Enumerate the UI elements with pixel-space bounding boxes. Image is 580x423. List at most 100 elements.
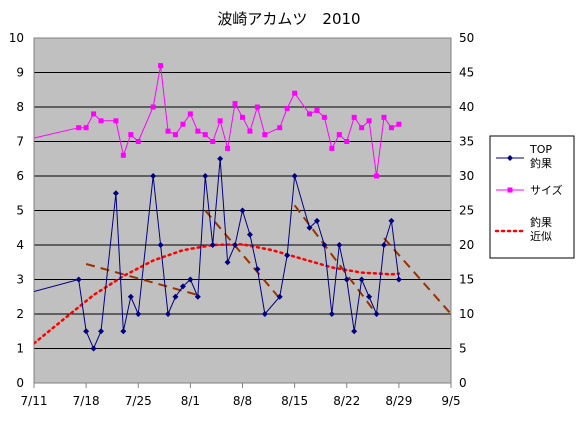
- size-point: [292, 90, 298, 96]
- x-tick-label: 7/18: [73, 394, 100, 408]
- top-point: [120, 328, 127, 335]
- size-point: [366, 118, 372, 124]
- x-tick-label: 8/15: [281, 394, 308, 408]
- top-point: [150, 173, 157, 179]
- legend-approx-label: 釣果: [530, 215, 552, 229]
- top-point: [217, 155, 224, 162]
- size-point: [98, 118, 104, 124]
- size-point: [217, 118, 223, 124]
- y-left-tick-label: 6: [16, 169, 24, 183]
- top-point: [380, 242, 387, 248]
- size-point: [351, 114, 357, 120]
- series-approx-line: [34, 243, 401, 345]
- size-point: [329, 145, 335, 151]
- legend-size-label: サイズ: [530, 183, 563, 197]
- top-point: [343, 276, 350, 283]
- y-right-tick-label: 40: [459, 100, 474, 114]
- size-point: [165, 128, 171, 134]
- legend-approx-label: 近似: [530, 230, 552, 243]
- size-point: [388, 125, 394, 131]
- top-point: [321, 242, 328, 248]
- top-point: [172, 293, 179, 300]
- size-point: [396, 121, 402, 127]
- size-point: [307, 111, 313, 117]
- y-left-tick-label: 0: [16, 376, 24, 390]
- legend-top-label: 釣果: [530, 156, 552, 170]
- top-point: [254, 266, 261, 273]
- size-point: [128, 132, 134, 138]
- top-point: [209, 242, 216, 248]
- top-point: [246, 231, 253, 238]
- top-point: [328, 311, 335, 317]
- size-point: [113, 118, 119, 124]
- size-point: [344, 139, 350, 144]
- top-point: [179, 283, 186, 290]
- y-right-tick-label: 35: [459, 135, 474, 149]
- size-point: [150, 104, 156, 110]
- size-point: [254, 104, 260, 110]
- y-right-tick-label: 30: [459, 169, 474, 183]
- top-point: [239, 207, 246, 214]
- y-right-tick-label: 15: [459, 273, 474, 287]
- size-point: [381, 114, 387, 120]
- legend-top-label: TOP: [529, 143, 552, 156]
- legend-size-marker: [507, 187, 513, 193]
- top-point: [165, 311, 172, 317]
- top-point: [83, 328, 90, 335]
- top-point: [135, 311, 142, 317]
- top-point: [313, 217, 320, 224]
- top-point: [232, 242, 239, 248]
- x-tick-label: 8/8: [233, 394, 252, 408]
- chart-title: 波崎アカムツ 2010: [217, 10, 360, 28]
- top-point: [202, 173, 209, 179]
- top-point: [261, 311, 268, 317]
- top-point: [112, 190, 119, 197]
- size-point: [336, 132, 342, 138]
- size-point: [262, 132, 268, 138]
- top-point: [284, 252, 291, 259]
- size-point: [240, 114, 245, 120]
- size-point: [374, 173, 380, 179]
- top-point: [224, 259, 231, 266]
- size-point: [225, 145, 231, 151]
- x-tick-label: 7/11: [21, 394, 48, 408]
- series-layer: [34, 63, 451, 352]
- size-point: [158, 63, 164, 69]
- y-left-axis: 0 1 2 3 4 5 6 7 8 9 10: [9, 31, 24, 390]
- y-right-axis: 0 5 10 15 20 25 30 35 40 45 50: [459, 31, 474, 390]
- size-point: [202, 132, 208, 138]
- y-left-tick-label: 7: [16, 135, 24, 149]
- top-point: [358, 276, 365, 283]
- y-left-tick-label: 3: [16, 273, 24, 287]
- x-axis: 7/11 7/18 7/25 8/1 8/8 8/15 8/22 8/29 9/5: [21, 383, 461, 408]
- top-point: [75, 276, 82, 283]
- y-right-tick-label: 10: [459, 307, 474, 321]
- x-tick-label: 8/22: [333, 394, 360, 408]
- y-left-tick-label: 10: [9, 31, 24, 45]
- top-point: [187, 276, 194, 283]
- size-point: [359, 125, 365, 131]
- size-point: [321, 114, 327, 120]
- top-point: [351, 328, 358, 335]
- size-point: [83, 125, 89, 131]
- top-point: [373, 311, 380, 317]
- y-right-tick-label: 5: [459, 342, 467, 356]
- size-point: [135, 139, 141, 144]
- x-tick-label: 8/29: [385, 394, 412, 408]
- top-point: [291, 173, 298, 179]
- y-left-tick-label: 2: [16, 307, 24, 321]
- y-right-tick-label: 20: [459, 238, 474, 252]
- x-tick-label: 9/5: [441, 394, 460, 408]
- y-right-tick-label: 0: [459, 376, 467, 390]
- top-point: [127, 293, 134, 300]
- top-point: [388, 217, 395, 224]
- top-point: [157, 242, 164, 248]
- size-point: [76, 125, 82, 131]
- x-tick-label: 7/25: [125, 394, 152, 408]
- size-point: [247, 128, 253, 134]
- trend-segment: [204, 209, 281, 300]
- size-point: [172, 132, 178, 138]
- top-point: [306, 224, 313, 231]
- y-right-tick-label: 50: [459, 31, 474, 45]
